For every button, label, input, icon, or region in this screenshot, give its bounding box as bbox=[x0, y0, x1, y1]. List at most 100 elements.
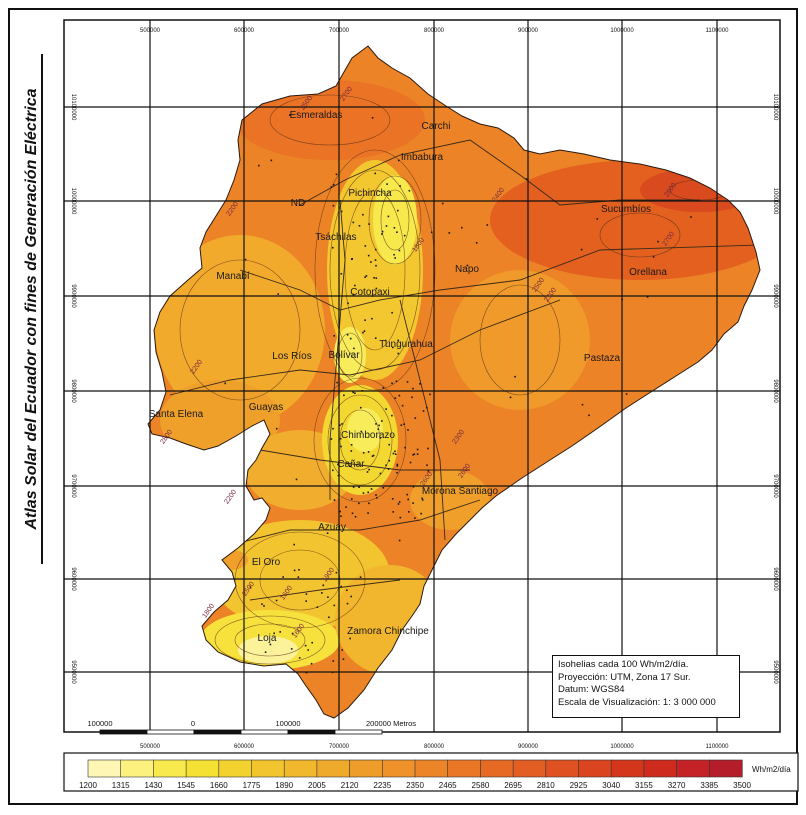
map-info-box: Isohelias cada 100 Wh/m2/día. Proyección… bbox=[552, 655, 740, 718]
legend-swatch bbox=[381, 759, 416, 778]
station-point bbox=[342, 658, 345, 660]
map-fill-layer bbox=[63, 19, 781, 733]
station-point bbox=[391, 414, 393, 417]
station-point bbox=[371, 317, 373, 320]
isoline bbox=[339, 409, 381, 471]
province-label: Manabí bbox=[216, 271, 250, 282]
station-point bbox=[275, 599, 278, 602]
province-label: Bolívar bbox=[328, 350, 360, 361]
province-label: Orellana bbox=[629, 267, 667, 278]
station-point bbox=[311, 641, 313, 644]
station-point bbox=[375, 494, 377, 496]
station-point bbox=[279, 631, 281, 633]
station-point bbox=[397, 352, 400, 355]
solar-zone bbox=[238, 636, 298, 664]
grid-label-top: 1000000 bbox=[610, 28, 634, 34]
grid-label-top: 500000 bbox=[140, 28, 161, 34]
station-point bbox=[339, 424, 341, 426]
station-point bbox=[400, 424, 403, 426]
station-point bbox=[352, 391, 354, 394]
isoline bbox=[368, 175, 422, 265]
station-point bbox=[304, 644, 307, 647]
station-point bbox=[333, 499, 336, 501]
station-point bbox=[330, 186, 333, 188]
station-point bbox=[289, 114, 291, 116]
legend-break-label: 2925 bbox=[570, 781, 588, 790]
station-point bbox=[332, 184, 335, 186]
station-point bbox=[368, 468, 370, 471]
station-point bbox=[350, 595, 352, 598]
legend-break-label: 2465 bbox=[439, 781, 457, 790]
station-point bbox=[358, 502, 360, 505]
scale-bar-label: 100000 bbox=[87, 719, 112, 728]
province-label: Cañar bbox=[337, 459, 365, 470]
station-point bbox=[258, 164, 260, 167]
station-point bbox=[420, 512, 422, 515]
station-point bbox=[297, 576, 300, 578]
legend-break-label: 3385 bbox=[700, 781, 718, 790]
station-point bbox=[350, 444, 353, 446]
station-point bbox=[346, 589, 348, 591]
legend-swatch bbox=[708, 759, 743, 778]
legend-swatch bbox=[512, 759, 547, 778]
station-point bbox=[385, 225, 388, 227]
province-label: Guayas bbox=[249, 402, 283, 413]
station-point bbox=[396, 463, 399, 466]
station-point bbox=[341, 423, 343, 425]
station-point bbox=[448, 232, 451, 234]
legend-break-label: 2005 bbox=[308, 781, 326, 790]
station-point bbox=[625, 393, 628, 395]
scale-bar-segment bbox=[193, 729, 242, 735]
province-label: Napo bbox=[455, 264, 479, 275]
province-label: ND bbox=[291, 198, 305, 209]
station-point bbox=[596, 218, 599, 220]
isoline bbox=[313, 377, 407, 503]
station-point bbox=[277, 293, 279, 295]
station-point bbox=[371, 117, 374, 119]
station-point bbox=[396, 465, 399, 467]
solar-zone bbox=[410, 470, 490, 530]
legend-swatch bbox=[676, 759, 710, 778]
station-point bbox=[392, 452, 395, 455]
station-point bbox=[475, 242, 478, 244]
grid-label-bottom: 700000 bbox=[329, 744, 350, 750]
province-label: El Oro bbox=[252, 557, 281, 568]
legend-break-label: 1890 bbox=[275, 781, 293, 790]
grid-label-top: 800000 bbox=[424, 28, 445, 34]
station-point bbox=[394, 453, 397, 455]
station-point bbox=[328, 616, 330, 619]
legend-break-label: 1545 bbox=[177, 781, 195, 790]
legend-swatch bbox=[185, 759, 220, 778]
legend-swatch bbox=[316, 759, 351, 778]
station-point bbox=[466, 264, 469, 267]
station-point bbox=[340, 515, 342, 517]
province-boundary bbox=[329, 199, 346, 500]
station-point bbox=[413, 453, 416, 455]
legend-break-label: 1200 bbox=[79, 781, 97, 790]
station-point bbox=[690, 216, 692, 218]
legend-swatch bbox=[153, 759, 187, 778]
grid-label-right: 9700000 bbox=[772, 474, 778, 498]
station-point bbox=[367, 512, 369, 514]
station-point bbox=[362, 213, 364, 216]
station-point bbox=[332, 204, 335, 207]
scale-bar-segment bbox=[146, 729, 195, 735]
station-point bbox=[525, 178, 528, 180]
grid-label-right: 9500000 bbox=[772, 660, 778, 684]
station-point bbox=[345, 506, 347, 508]
station-point bbox=[364, 319, 366, 321]
station-point bbox=[379, 437, 382, 439]
grid-label-right: 9600000 bbox=[772, 567, 778, 591]
station-point bbox=[346, 334, 349, 336]
station-point bbox=[362, 331, 364, 334]
station-point bbox=[412, 387, 414, 390]
info-line-datum: Datum: WGS84 bbox=[558, 684, 625, 696]
station-point bbox=[298, 657, 301, 659]
scale-bar-segment bbox=[99, 729, 148, 735]
grid-label-top: 900000 bbox=[518, 28, 539, 34]
legend-break-label: 1660 bbox=[210, 781, 228, 790]
province-label: Azuay bbox=[318, 522, 346, 533]
station-point bbox=[657, 240, 659, 243]
station-point bbox=[337, 463, 339, 466]
station-point bbox=[291, 632, 294, 635]
